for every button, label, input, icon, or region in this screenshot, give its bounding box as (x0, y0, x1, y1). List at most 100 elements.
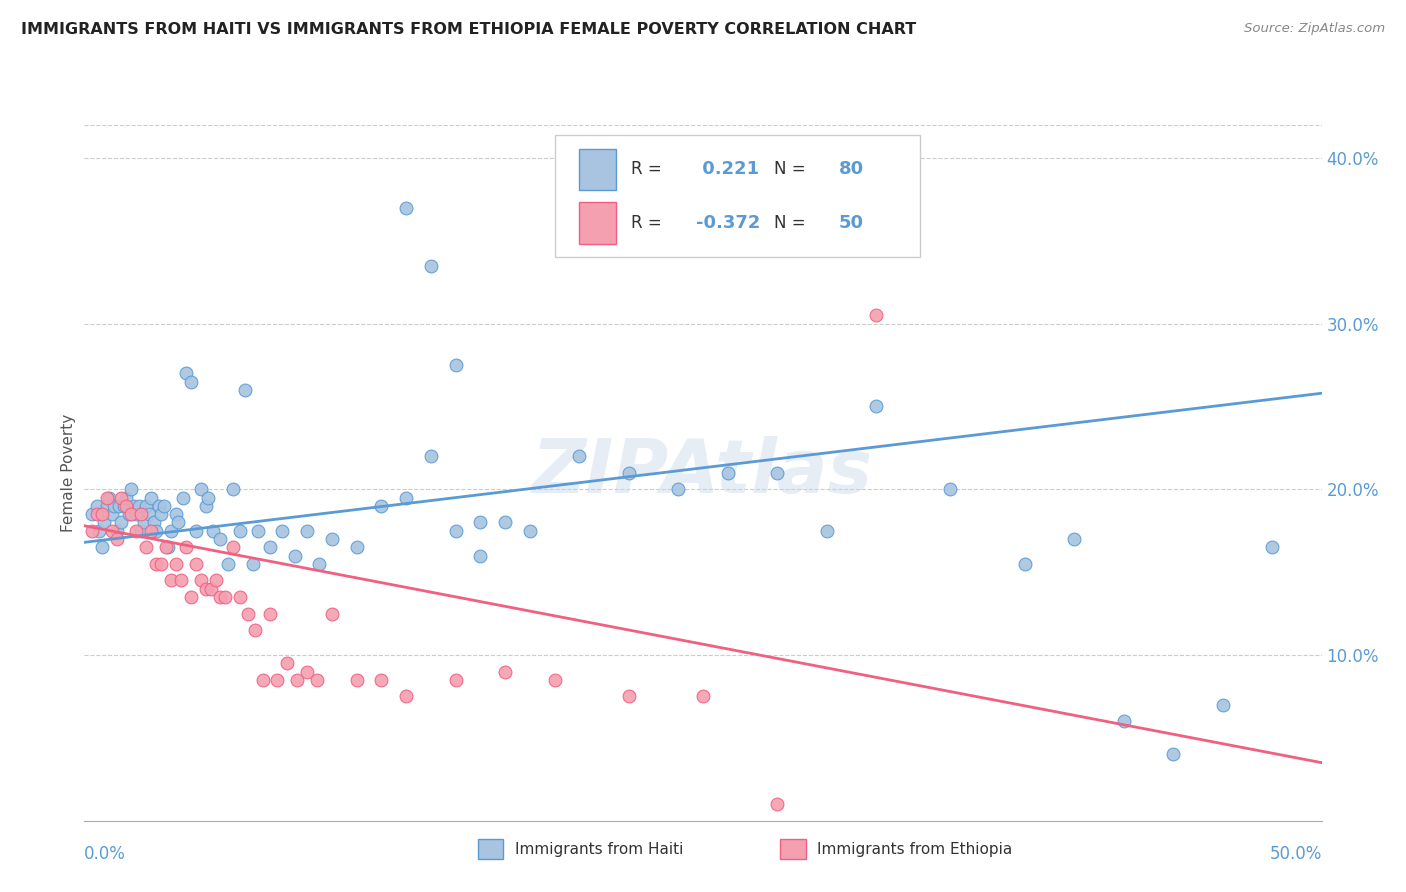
Point (233, 383, 256, 397)
Point (766, 466, 789, 480)
Point (444, 358, 467, 372)
Point (132, 516, 155, 530)
Point (115, 499, 138, 513)
Point (717, 466, 740, 480)
Text: Source: ZipAtlas.com: Source: ZipAtlas.com (1244, 22, 1385, 36)
Point (157, 541, 180, 555)
Point (444, 673, 467, 687)
Point (865, 400, 887, 414)
Point (194, 499, 217, 513)
Text: -0.372: -0.372 (696, 214, 761, 232)
Point (246, 524, 269, 538)
Point (100, 524, 122, 538)
Point (285, 673, 308, 687)
Point (200, 582, 222, 596)
Point (96, 499, 118, 513)
Point (103, 499, 125, 513)
Text: N =: N = (773, 161, 810, 178)
Point (145, 524, 167, 538)
Point (222, 541, 245, 555)
Point (180, 590, 202, 604)
Point (120, 483, 142, 497)
Point (110, 516, 132, 530)
FancyBboxPatch shape (554, 136, 920, 257)
Text: IMMIGRANTS FROM HAITI VS IMMIGRANTS FROM ETHIOPIA FEMALE POVERTY CORRELATION CHA: IMMIGRANTS FROM HAITI VS IMMIGRANTS FROM… (21, 22, 917, 37)
Point (271, 524, 294, 538)
Point (815, 524, 838, 538)
Point (1261, 541, 1284, 555)
Point (865, 309, 887, 323)
Point (305, 673, 328, 687)
Point (135, 499, 157, 513)
Point (370, 673, 392, 687)
Text: 50: 50 (839, 214, 865, 232)
Point (110, 491, 132, 505)
Point (236, 607, 259, 621)
Point (1014, 557, 1036, 571)
Point (150, 507, 173, 521)
Point (242, 557, 264, 571)
Point (150, 557, 173, 571)
Point (184, 557, 207, 571)
Point (308, 557, 330, 571)
Point (165, 507, 187, 521)
Point (266, 673, 288, 687)
Point (214, 590, 236, 604)
Point (939, 483, 962, 497)
Point (190, 483, 212, 497)
Point (419, 259, 441, 273)
Point (470, 516, 492, 530)
Point (666, 483, 689, 497)
Point (98, 491, 121, 505)
Point (125, 507, 148, 521)
Point (90, 507, 112, 521)
Point (494, 516, 516, 530)
Point (170, 574, 193, 588)
Point (120, 507, 142, 521)
Point (395, 491, 418, 505)
Point (259, 607, 281, 621)
Point (217, 557, 239, 571)
Point (174, 367, 197, 381)
Text: 50.0%: 50.0% (1270, 845, 1322, 863)
Point (321, 532, 343, 546)
Point (160, 574, 183, 588)
Point (105, 532, 128, 546)
FancyBboxPatch shape (579, 202, 616, 244)
Point (1212, 698, 1234, 712)
Point (243, 623, 266, 637)
Text: 80: 80 (839, 161, 865, 178)
Point (86, 507, 108, 521)
Point (152, 499, 174, 513)
FancyBboxPatch shape (478, 839, 503, 859)
Point (222, 483, 245, 497)
Point (519, 524, 541, 538)
Point (346, 673, 368, 687)
Point (259, 541, 281, 555)
Point (617, 690, 640, 704)
Point (190, 574, 212, 588)
FancyBboxPatch shape (579, 149, 616, 190)
Point (184, 524, 207, 538)
FancyBboxPatch shape (780, 839, 806, 859)
Point (370, 499, 392, 513)
Point (395, 690, 418, 704)
Point (128, 499, 150, 513)
Point (197, 491, 219, 505)
Point (470, 549, 492, 563)
Point (444, 524, 467, 538)
Point (419, 449, 441, 463)
Point (148, 499, 170, 513)
Point (202, 524, 225, 538)
Point (108, 499, 131, 513)
Point (209, 532, 232, 546)
Point (252, 673, 274, 687)
Point (80, 507, 103, 521)
Point (692, 690, 714, 704)
Point (1063, 532, 1085, 546)
Text: Immigrants from Ethiopia: Immigrants from Ethiopia (817, 842, 1012, 856)
Point (93, 516, 115, 530)
Point (145, 557, 167, 571)
Point (568, 449, 591, 463)
Point (395, 201, 418, 215)
